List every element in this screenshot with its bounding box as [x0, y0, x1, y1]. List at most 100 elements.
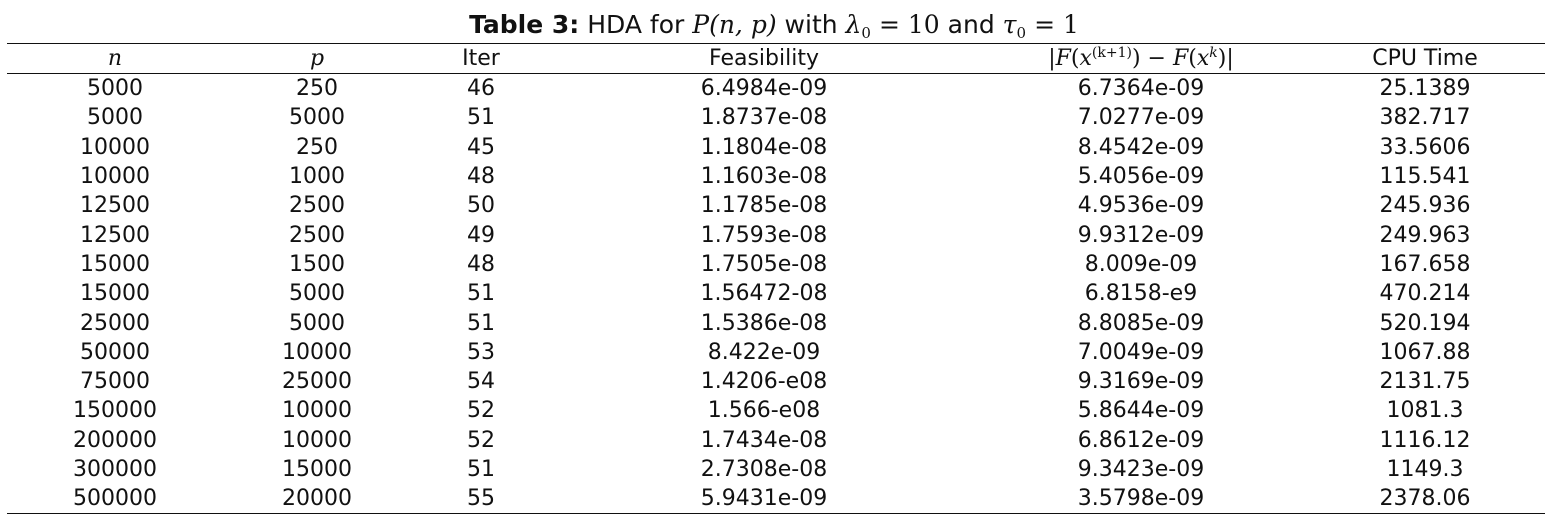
table-row: 200000 10000 52 1.7434e-08 6.8612e-09 1116.12 [7, 426, 1545, 455]
table-row: 500000 20000 55 5.9431e-09 3.5798e-09 2378.06 [7, 484, 1545, 515]
cell-feasibility: 1.7593e-08 [700, 222, 828, 248]
table-row: 300000 15000 51 2.7308e-08 9.3423e-09 1149.3 [7, 455, 1545, 484]
cell-p: 25000 [282, 369, 352, 395]
cell-objective-diff: 9.9312e-09 [1077, 222, 1205, 248]
cell-feasibility: 1.8737e-08 [700, 105, 828, 131]
cell-objective-diff: 6.8612e-09 [1077, 427, 1205, 453]
cell-n: 500000 [7, 484, 223, 515]
caption-tau: τ0 = 1 [1002, 10, 1079, 42]
cell-n: 10000 [80, 164, 150, 190]
caption-and: and [947, 10, 995, 39]
cell-objective-diff: 6.8158-e9 [1084, 281, 1198, 307]
cell-objective-diff: 4.9536e-09 [1077, 193, 1205, 219]
table-row: 12500 2500 49 1.7593e-08 9.9312e-09 249.963 [7, 220, 1545, 249]
header-n: n [7, 43, 223, 74]
cell-cpu-time: 1149.3 [1386, 457, 1464, 482]
cell-feasibility: 1.7505e-08 [700, 251, 828, 277]
cell-iter: 45 [467, 134, 495, 160]
table-row: 12500 2500 50 1.1785e-08 4.9536e-09 245.936 [7, 191, 1545, 220]
cell-p: 10000 [282, 398, 352, 424]
cell-p: 10000 [282, 427, 352, 453]
caption-problem: P(n, p) [692, 10, 777, 39]
cell-p: 15000 [282, 457, 352, 482]
cell-cpu-time: 470.214 [1379, 281, 1471, 307]
cell-feasibility: 1.7434e-08 [700, 427, 828, 453]
table-row: 25000 5000 51 1.5386e-08 8.8085e-09 520.194 [7, 308, 1545, 337]
cell-iter: 51 [467, 281, 495, 307]
cell-p: 2500 [289, 222, 345, 248]
table-row: 75000 25000 54 1.4206-e08 9.3169e-09 2131.75 [7, 367, 1545, 396]
cell-n: 12500 [80, 222, 150, 248]
cell-iter: 51 [467, 105, 495, 131]
cell-n: 300000 [73, 457, 157, 482]
cell-n: 25000 [80, 310, 150, 336]
table-row: 5000 250 46 6.4984e-09 6.7364e-09 25.1389 [7, 74, 1545, 104]
cell-feasibility: 8.422e-09 [707, 339, 821, 365]
table-row: 15000 1500 48 1.7505e-08 8.009e-09 167.658 [7, 250, 1545, 279]
header-row: n p Iter Feasibility |F(x(k+1)) − F(xk)|… [7, 43, 1545, 74]
cell-iter: 51 [467, 457, 495, 482]
cell-objective-diff: 5.8644e-09 [1077, 398, 1205, 424]
cell-cpu-time: 1081.3 [1386, 398, 1464, 424]
cell-p: 5000 [289, 105, 345, 131]
cell-objective-diff: 9.3423e-09 [1077, 457, 1205, 482]
cell-n: 15000 [80, 281, 150, 307]
cell-cpu-time: 520.194 [1379, 310, 1471, 336]
table-caption: Table 3: HDA for P(n, p) with λ0 = 10 and … [0, 8, 1548, 42]
header-p: p [223, 43, 411, 74]
cell-iter: 52 [467, 398, 495, 424]
caption-text: HDA for [587, 10, 685, 39]
cell-cpu-time: 1067.88 [1379, 339, 1471, 365]
cell-iter: 48 [467, 164, 495, 190]
cell-n: 75000 [80, 369, 150, 395]
cell-n: 15000 [80, 251, 150, 277]
cell-p: 250 [296, 76, 338, 102]
cell-iter: 55 [411, 484, 551, 515]
cell-cpu-time: 167.658 [1379, 251, 1471, 277]
cell-objective-diff: 7.0277e-09 [1077, 105, 1205, 131]
cell-feasibility: 2.7308e-08 [700, 457, 828, 482]
cell-iter: 52 [467, 427, 495, 453]
cell-p: 20000 [223, 484, 411, 515]
caption-label: Table 3: [469, 10, 580, 39]
cell-feasibility: 1.566-e08 [707, 398, 821, 424]
table-row: 10000 1000 48 1.1603e-08 5.4056e-09 115.541 [7, 162, 1545, 191]
cell-iter: 48 [467, 251, 495, 277]
cell-objective-diff: 8.4542e-09 [1077, 134, 1205, 160]
caption-with: with [784, 10, 838, 39]
cell-n: 10000 [80, 134, 150, 160]
cell-iter: 51 [467, 310, 495, 336]
cell-cpu-time: 382.717 [1379, 105, 1471, 131]
cell-iter: 46 [467, 76, 495, 102]
cell-cpu-time: 2378.06 [1305, 484, 1545, 515]
cell-cpu-time: 33.5606 [1379, 134, 1471, 160]
cell-feasibility: 1.56472-08 [700, 281, 828, 307]
table-row: 150000 10000 52 1.566-e08 5.8644e-09 1081.3 [7, 396, 1545, 425]
results-table: n p Iter Feasibility |F(x(k+1)) − F(xk)|… [7, 43, 1545, 515]
cell-n: 5000 [87, 105, 143, 131]
cell-cpu-time: 25.1389 [1379, 76, 1471, 102]
cell-p: 10000 [282, 339, 352, 365]
cell-feasibility: 1.1785e-08 [700, 193, 828, 219]
cell-n: 200000 [73, 427, 157, 453]
cell-iter: 50 [467, 193, 495, 219]
table-row: 15000 5000 51 1.56472-08 6.8158-e9 470.214 [7, 279, 1545, 308]
cell-objective-diff: 3.5798e-09 [977, 484, 1305, 515]
cell-iter: 49 [467, 222, 495, 248]
cell-objective-diff: 8.8085e-09 [1077, 310, 1205, 336]
cell-p: 5000 [289, 281, 345, 307]
cell-cpu-time: 245.936 [1379, 193, 1471, 219]
cell-feasibility: 1.5386e-08 [700, 310, 828, 336]
cell-objective-diff: 9.3169e-09 [1077, 369, 1205, 395]
header-iter: Iter [411, 43, 551, 74]
cell-n: 5000 [87, 76, 143, 102]
cell-cpu-time: 249.963 [1379, 222, 1471, 248]
cell-n: 150000 [73, 398, 157, 424]
cell-cpu-time: 115.541 [1379, 164, 1471, 190]
cell-iter: 54 [467, 369, 495, 395]
cell-feasibility: 6.4984e-09 [700, 76, 828, 102]
cell-p: 5000 [289, 310, 345, 336]
cell-feasibility: 1.1804e-08 [700, 134, 828, 160]
cell-objective-diff: 5.4056e-09 [1077, 164, 1205, 190]
cell-objective-diff: 7.0049e-09 [1077, 339, 1205, 365]
